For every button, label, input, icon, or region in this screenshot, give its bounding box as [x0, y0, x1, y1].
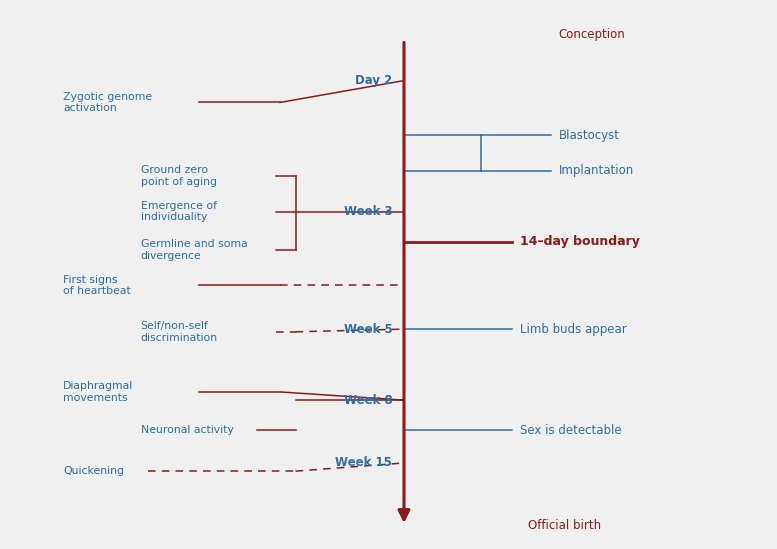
- Text: Week 3: Week 3: [343, 205, 392, 218]
- Text: Sex is detectable: Sex is detectable: [520, 424, 622, 436]
- Text: Day 2: Day 2: [355, 74, 392, 87]
- Text: First signs
of heartbeat: First signs of heartbeat: [64, 274, 131, 296]
- Text: Germline and soma
divergence: Germline and soma divergence: [141, 239, 248, 261]
- Text: Neuronal activity: Neuronal activity: [141, 425, 234, 435]
- Text: Self/non-self
discrimination: Self/non-self discrimination: [141, 321, 218, 343]
- Text: Quickening: Quickening: [64, 466, 124, 476]
- Text: Week 5: Week 5: [343, 323, 392, 335]
- Text: Week 15: Week 15: [336, 456, 392, 469]
- Text: Week 8: Week 8: [343, 394, 392, 407]
- Text: 14–day boundary: 14–day boundary: [520, 235, 640, 248]
- Text: Limb buds appear: Limb buds appear: [520, 323, 627, 335]
- Text: Emergence of
individuality: Emergence of individuality: [141, 201, 217, 222]
- Text: Implantation: Implantation: [559, 164, 634, 177]
- Text: Zygotic genome
activation: Zygotic genome activation: [64, 92, 152, 113]
- Text: Ground zero
point of aging: Ground zero point of aging: [141, 165, 217, 187]
- Text: Conception: Conception: [559, 27, 625, 41]
- Text: Blastocyst: Blastocyst: [559, 128, 620, 142]
- Text: Official birth: Official birth: [528, 519, 601, 533]
- Text: Diaphragmal
movements: Diaphragmal movements: [64, 381, 134, 403]
